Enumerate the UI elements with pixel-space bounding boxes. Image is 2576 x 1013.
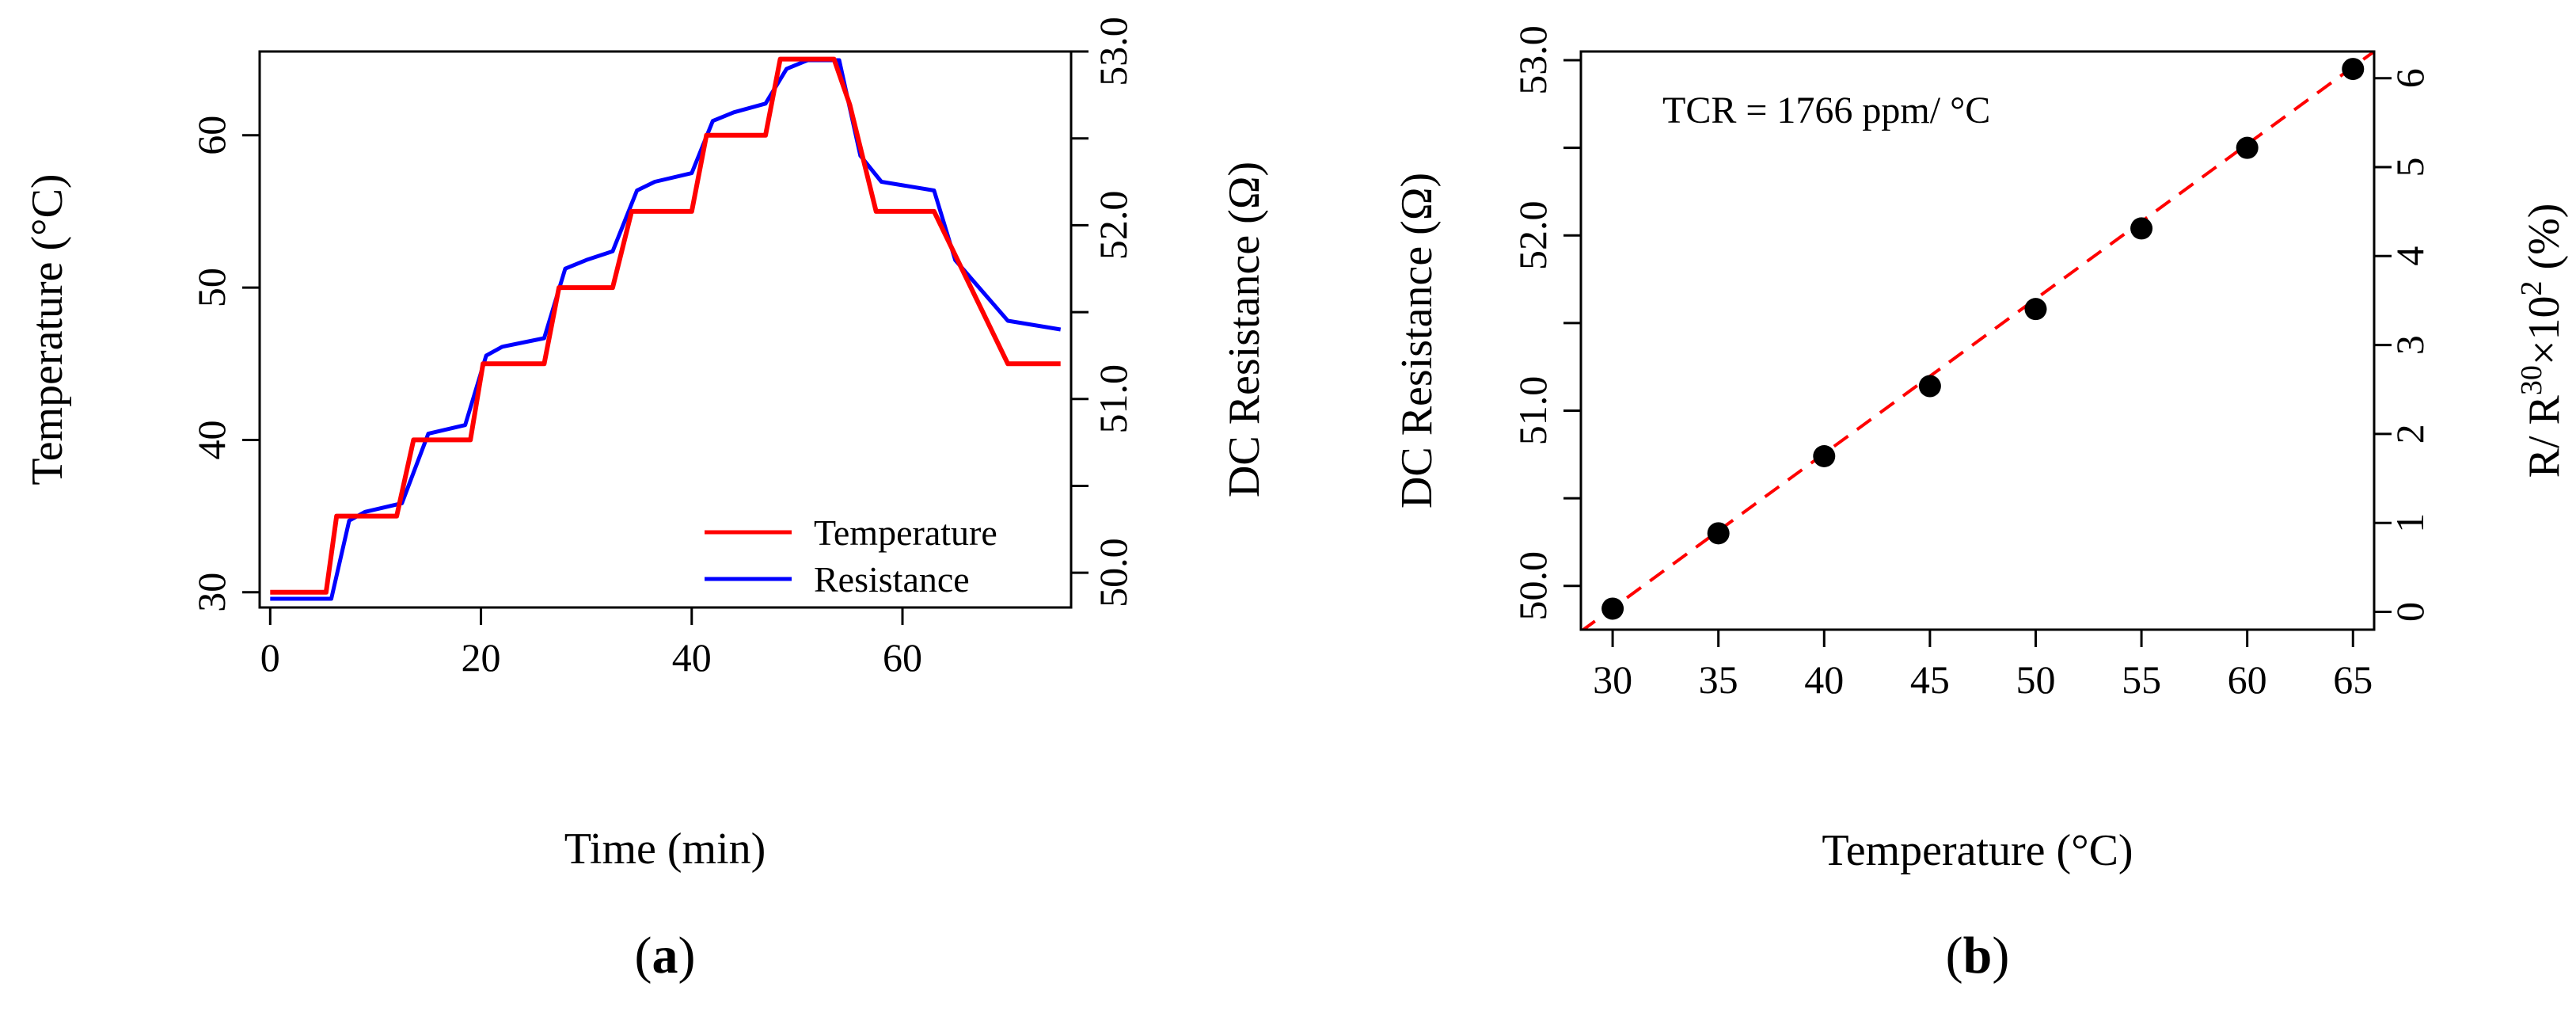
data-point bbox=[2024, 298, 2047, 321]
y2-title-suffix: (%) bbox=[2520, 204, 2569, 281]
data-point bbox=[1918, 375, 1941, 398]
panel-a-y2-axis-title: DC Resistance (Ω) bbox=[1220, 162, 1269, 497]
panel-a-y-tick-label: 30 bbox=[189, 573, 234, 612]
panel-b-y2-tick-label: 2 bbox=[2388, 424, 2432, 444]
data-point bbox=[2130, 217, 2153, 240]
panel-b-x-tick-label: 65 bbox=[2333, 657, 2373, 702]
panel-b-x-axis-title: Temperature (°C) bbox=[1822, 826, 2133, 875]
panel-b-y-tick-label: 50.0 bbox=[1510, 551, 1555, 621]
panel-b-x-tick-label: 30 bbox=[1593, 657, 1632, 702]
y2-title-sup2: 2 bbox=[2515, 281, 2548, 296]
data-point bbox=[1601, 597, 1624, 620]
panel-a-label: (a) bbox=[635, 927, 696, 984]
panel-b-x-tick-label: 50 bbox=[2016, 657, 2055, 702]
panel-a-y2-tick-label: 52.0 bbox=[1091, 191, 1135, 261]
panel-b-x-tick-label: 45 bbox=[1910, 657, 1950, 702]
panel-b-y2-tick-label: 0 bbox=[2388, 602, 2432, 622]
panel-b-x-tick-label: 40 bbox=[1804, 657, 1844, 702]
panel-a-y2-tick-label: 53.0 bbox=[1091, 17, 1135, 86]
panel-b-y2-axis-title: R/ R30×102 (%) bbox=[2515, 204, 2569, 478]
panel-a-plot-frame bbox=[258, 50, 1073, 609]
panel-a-x-tick-label: 60 bbox=[883, 635, 922, 680]
panel-a-letter: a bbox=[652, 927, 678, 984]
panel-a-y-tick-label: 60 bbox=[189, 116, 234, 155]
series-temperature-line bbox=[270, 56, 1061, 595]
panel-b-y-axis-title: DC Resistance (Ω) bbox=[1392, 173, 1442, 508]
panel-b-y-tick-label: 53.0 bbox=[1510, 25, 1555, 95]
y2-title-mid: ×10 bbox=[2520, 296, 2569, 366]
panel-b-y2-tick-label: 4 bbox=[2388, 246, 2432, 266]
data-point bbox=[2342, 58, 2365, 81]
panel-b-y2-tick-label: 6 bbox=[2388, 68, 2432, 88]
panel-b-y-tick-label: 51.0 bbox=[1510, 376, 1555, 446]
panel-a: 0 20 40 60 30 40 50 60 50.0 51.0 52.0 53.0 Time (… bbox=[23, 17, 1269, 984]
y2-title-prefix: R/ R bbox=[2520, 394, 2569, 478]
panel-a-y2-tick-label: 51.0 bbox=[1091, 364, 1135, 434]
panel-a-y-tick-label: 50 bbox=[189, 268, 234, 307]
panel-a-x-tick-label: 20 bbox=[462, 635, 501, 680]
legend-temperature-label: Temperature bbox=[814, 512, 997, 553]
data-point bbox=[1707, 522, 1730, 545]
data-point bbox=[1813, 445, 1836, 467]
panel-a-y-axis-title: Temperature (°C) bbox=[23, 173, 72, 485]
panel-a-x-axis-title: Time (min) bbox=[564, 824, 766, 874]
panel-a-x-tick-label: 40 bbox=[672, 635, 712, 680]
panel-b-x-tick-label: 60 bbox=[2228, 657, 2267, 702]
panel-a-legend: Temperature Resistance bbox=[705, 512, 997, 600]
panel-b-y-tick-label: 52.0 bbox=[1510, 201, 1555, 271]
panel-b-x-tick-label: 55 bbox=[2122, 657, 2161, 702]
panel-a-y-tick-label: 40 bbox=[189, 420, 234, 459]
panel-b-y2-tick-label: 5 bbox=[2388, 158, 2432, 177]
panel-b-letter: b bbox=[1963, 927, 1993, 984]
legend-resistance-label: Resistance bbox=[814, 559, 970, 600]
fit-line bbox=[1581, 51, 2374, 630]
panel-b: 30 35 40 45 50 55 60 65 50.051.052.053.0 012345… bbox=[1392, 25, 2569, 984]
data-point bbox=[2236, 136, 2259, 159]
y2-title-sup1: 30 bbox=[2515, 365, 2548, 395]
panel-b-plot-frame bbox=[1579, 50, 2376, 631]
panel-a-x-tick-label: 0 bbox=[260, 635, 280, 680]
panel-b-label: (b) bbox=[1946, 927, 2010, 984]
panel-b-y2-tick-label: 3 bbox=[2388, 335, 2432, 355]
series-resistance-line bbox=[270, 58, 1062, 601]
panel-a-y2-tick-label: 50.0 bbox=[1091, 538, 1135, 607]
tcr-annotation: TCR = 1766 ppm/ °C bbox=[1662, 89, 1990, 131]
panel-b-y2-tick-label: 1 bbox=[2388, 513, 2432, 533]
panel-b-x-tick-label: 35 bbox=[1699, 657, 1738, 702]
